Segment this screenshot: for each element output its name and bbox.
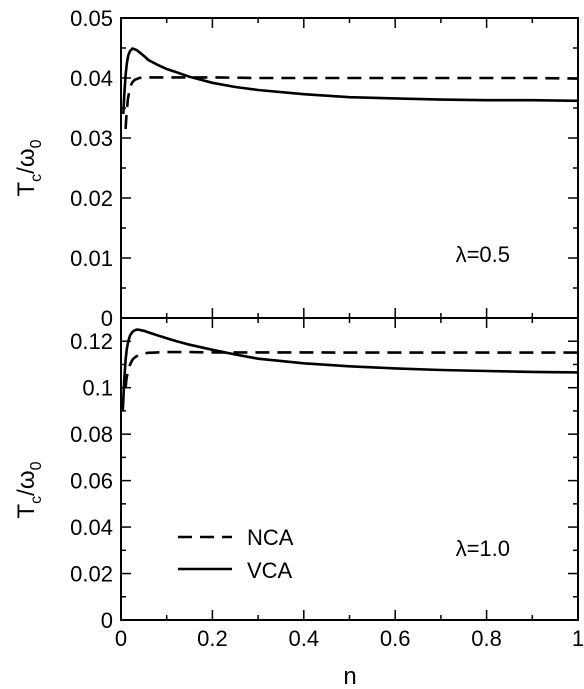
top-plot-frame: [120, 17, 579, 319]
legend-vca-label: VCA: [247, 558, 293, 583]
bottom-plot-frame: [120, 317, 579, 621]
svg-text:Tc/ω0: Tc/ω0: [13, 139, 45, 196]
top-series-nca: [124, 76, 579, 130]
x-tick-label: 0.8: [471, 626, 502, 651]
x-axis-title: n: [343, 663, 356, 689]
top-y-tick-label: 0.03: [70, 126, 113, 151]
top-y-tick-label: 0: [101, 306, 113, 331]
ylabel-t-2: T: [13, 503, 40, 518]
x-tick-label: 0: [115, 626, 127, 651]
x-tick-label: 0.4: [289, 626, 320, 651]
ylabel-sub-0-2: 0: [28, 461, 45, 470]
ylabel-slash-omega: /ω: [13, 148, 40, 173]
top-y-tick-label: 0.04: [70, 66, 113, 91]
x-tick-label: 0.2: [197, 626, 228, 651]
ylabel-sub-c: c: [28, 174, 45, 182]
bottom-panel: 0 0.02 0.04 0.06 0.08 0.1 0.12 0 0.2 0.4 0.6 0.8 1 λ=…: [70, 317, 584, 651]
y-axis-title-bottom: Tc/ω0: [13, 461, 45, 518]
bottom-y-tick-label: 0.04: [70, 515, 113, 540]
ylabel-slash-omega-2: /ω: [13, 470, 40, 495]
svg-text:Tc/ω0: Tc/ω0: [13, 461, 45, 518]
ylabel-t: T: [13, 181, 40, 196]
bottom-y-tick-label: 0.08: [70, 422, 113, 447]
bottom-lambda-annotation: λ=1.0: [456, 536, 510, 561]
top-y-tick-label: 0.01: [70, 246, 113, 271]
bottom-y-tick-label: 0.1: [82, 376, 113, 401]
top-panel: 0 0.01 0.02 0.03 0.04 0.05 λ=0.5: [70, 6, 579, 331]
ylabel-sub-c-2: c: [28, 496, 45, 504]
ylabel-sub-0: 0: [28, 139, 45, 148]
top-y-tick-label: 0.02: [70, 186, 113, 211]
x-tick-label: 1: [572, 626, 584, 651]
bottom-y-tick-label: 0.02: [70, 562, 113, 587]
top-y-tick-label: 0.05: [70, 6, 113, 31]
legend-nca-label: NCA: [247, 525, 294, 550]
bottom-y-tick-label: 0: [101, 608, 113, 633]
bottom-series-nca: [124, 350, 578, 388]
bottom-y-tick-label: 0.06: [70, 469, 113, 494]
top-lambda-annotation: λ=0.5: [456, 242, 510, 267]
legend: NCA VCA: [178, 525, 294, 583]
x-tick-label: 0.6: [380, 626, 411, 651]
bottom-series-vca: [121, 328, 579, 411]
bottom-y-tick-label: 0.12: [70, 329, 113, 354]
top-series-vca: [122, 47, 579, 115]
y-axis-title-top: Tc/ω0: [13, 139, 45, 196]
